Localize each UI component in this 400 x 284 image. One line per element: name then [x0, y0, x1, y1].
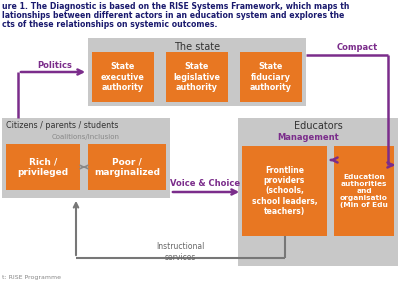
Text: Poor /
marginalized: Poor / marginalized — [94, 157, 160, 177]
Text: lationships between different actors in an education system and explores the: lationships between different actors in … — [2, 11, 344, 20]
Bar — [334, 146, 394, 236]
Text: Citizens / parents / students: Citizens / parents / students — [6, 122, 118, 131]
Text: cts of these relationships on systemic outcomes.: cts of these relationships on systemic o… — [2, 20, 218, 29]
Text: The state: The state — [174, 42, 220, 52]
Text: Voice & Choice: Voice & Choice — [170, 179, 240, 189]
Text: Politics: Politics — [38, 60, 72, 70]
Text: Educators: Educators — [294, 121, 342, 131]
Text: Coalitions/Inclusion: Coalitions/Inclusion — [52, 134, 120, 140]
Bar — [88, 38, 306, 106]
Text: t: RISE Programme: t: RISE Programme — [2, 275, 61, 280]
Text: Education
authorities
and
organisatio
(Min of Edu: Education authorities and organisatio (M… — [340, 174, 388, 208]
Text: Compact: Compact — [336, 43, 378, 53]
Text: Instructional
services: Instructional services — [156, 242, 204, 262]
Text: State
fiduciary
authority: State fiduciary authority — [250, 62, 292, 92]
Bar — [166, 52, 228, 102]
Text: Rich /
privileged: Rich / privileged — [18, 157, 68, 177]
Bar — [92, 52, 154, 102]
Text: Management: Management — [277, 133, 339, 143]
Text: State
legislative
authority: State legislative authority — [174, 62, 220, 92]
Text: State
executive
authority: State executive authority — [101, 62, 145, 92]
Bar — [238, 118, 398, 266]
Bar — [242, 146, 327, 236]
Text: ure 1. The Diagnostic is based on the RISE Systems Framework, which maps th: ure 1. The Diagnostic is based on the RI… — [2, 2, 349, 11]
Bar — [88, 144, 166, 190]
Text: Frontline
providers
(schools,
school leaders,
teachers): Frontline providers (schools, school lea… — [252, 166, 317, 216]
Bar — [240, 52, 302, 102]
Bar — [2, 118, 170, 198]
Bar — [6, 144, 80, 190]
